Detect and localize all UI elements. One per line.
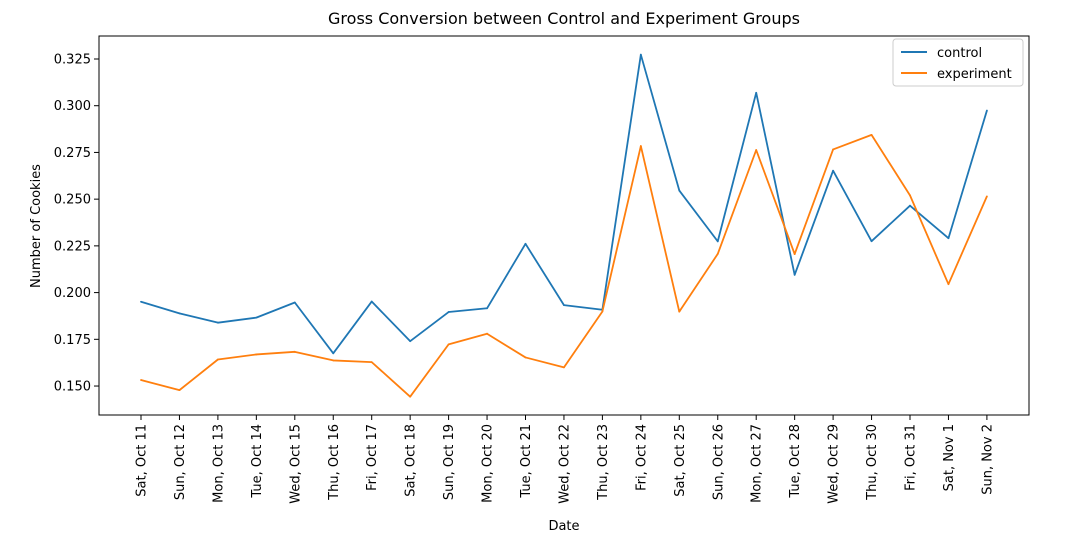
x-tick-label: Thu, Oct 16 — [327, 424, 342, 501]
data-point-control — [870, 240, 873, 243]
data-point-experiment — [986, 195, 988, 198]
x-tick-label: Fri, Oct 24 — [634, 424, 649, 491]
data-point-control — [716, 240, 719, 243]
data-point-control — [255, 316, 258, 319]
data-point-experiment — [447, 343, 450, 346]
x-tick-label: Sat, Oct 11 — [135, 424, 150, 497]
data-point-experiment — [178, 389, 181, 392]
x-tick-label: Sun, Oct 12 — [173, 424, 188, 500]
x-tick-label: Wed, Oct 15 — [288, 424, 303, 504]
y-tick-label: 0.225 — [54, 239, 91, 254]
data-point-control — [755, 91, 758, 94]
data-point-experiment — [947, 283, 950, 286]
data-point-experiment — [486, 332, 488, 335]
x-tick-label: Wed, Oct 29 — [827, 424, 842, 504]
y-tick-label: 0.200 — [54, 286, 91, 301]
data-point-control — [447, 311, 450, 313]
x-tick-label: Mon, Oct 27 — [750, 424, 765, 503]
x-tick-label: Sun, Oct 26 — [711, 424, 726, 500]
data-point-control — [832, 169, 834, 172]
y-axis-label: Number of Cookies — [29, 164, 44, 288]
data-point-control — [563, 304, 565, 307]
x-tick-label: Tue, Oct 21 — [519, 424, 534, 499]
data-point-experiment — [601, 310, 604, 313]
data-point-experiment — [793, 253, 796, 255]
y-tick-label: 0.325 — [54, 52, 91, 67]
x-tick-label: Sat, Oct 25 — [673, 424, 688, 497]
x-tick-label: Mon, Oct 13 — [211, 424, 226, 503]
x-tick-label: Sat, Nov 1 — [942, 424, 957, 491]
data-point-experiment — [140, 379, 142, 381]
data-point-experiment — [409, 395, 412, 398]
data-point-control — [947, 237, 950, 240]
data-point-experiment — [832, 148, 834, 151]
y-tick-label: 0.250 — [54, 193, 91, 208]
data-point-control — [293, 301, 296, 304]
data-point-experiment — [370, 361, 373, 364]
data-point-experiment — [716, 253, 719, 255]
data-point-experiment — [255, 353, 258, 356]
x-tick-label: Fri, Oct 31 — [904, 424, 919, 491]
plot-area: 0.150 0.175 0.200 0.225 0.250 0.275 0.300 0.325… — [54, 52, 996, 503]
x-tick-label: Sun, Oct 19 — [442, 424, 457, 500]
data-point-control — [986, 109, 988, 112]
data-point-control — [678, 189, 681, 192]
data-point-control — [486, 307, 488, 310]
data-point-control — [639, 53, 642, 56]
x-tick-label: Sun, Nov 2 — [980, 424, 995, 495]
data-point-experiment — [524, 356, 527, 359]
data-point-control — [332, 352, 335, 355]
data-point-control — [178, 312, 181, 315]
data-point-experiment — [217, 358, 219, 361]
data-point-control — [217, 321, 219, 324]
data-point-experiment — [678, 310, 681, 313]
data-point-experiment — [755, 149, 758, 151]
data-point-experiment — [909, 194, 911, 197]
data-point-experiment — [870, 133, 873, 136]
x-tick-label: Tue, Oct 28 — [788, 424, 803, 499]
data-point-control — [370, 300, 373, 303]
x-tick-label: Fri, Oct 17 — [365, 424, 380, 491]
data-point-experiment — [563, 366, 565, 369]
x-tick-label: Tue, Oct 14 — [250, 424, 265, 499]
data-point-control — [909, 204, 911, 207]
x-tick-label: Thu, Oct 23 — [596, 424, 611, 501]
data-point-experiment — [332, 359, 335, 362]
data-point-control — [793, 273, 796, 276]
y-tick-label: 0.300 — [54, 99, 91, 114]
x-tick-label: Sat, Oct 18 — [404, 424, 419, 497]
data-point-experiment — [639, 145, 642, 147]
x-tick-label: Mon, Oct 20 — [481, 424, 496, 503]
x-tick-label: Thu, Oct 30 — [865, 424, 880, 501]
plot-frame — [98, 35, 1030, 416]
legend: control experiment — [892, 38, 1024, 87]
y-tick-label: 0.150 — [54, 380, 91, 395]
legend-label-experiment: experiment — [937, 67, 1012, 82]
y-tick-label: 0.175 — [54, 333, 91, 348]
y-tick-label: 0.275 — [54, 146, 91, 161]
data-point-control — [524, 242, 527, 245]
data-point-control — [140, 300, 142, 303]
data-point-control — [409, 340, 412, 343]
x-tick-label: Wed, Oct 22 — [557, 424, 572, 504]
x-axis-label: Date — [548, 519, 579, 534]
chart-title: Gross Conversion between Control and Exp… — [328, 9, 800, 28]
legend-box — [892, 38, 1024, 87]
legend-label-control: control — [937, 46, 982, 61]
data-point-experiment — [293, 350, 296, 353]
